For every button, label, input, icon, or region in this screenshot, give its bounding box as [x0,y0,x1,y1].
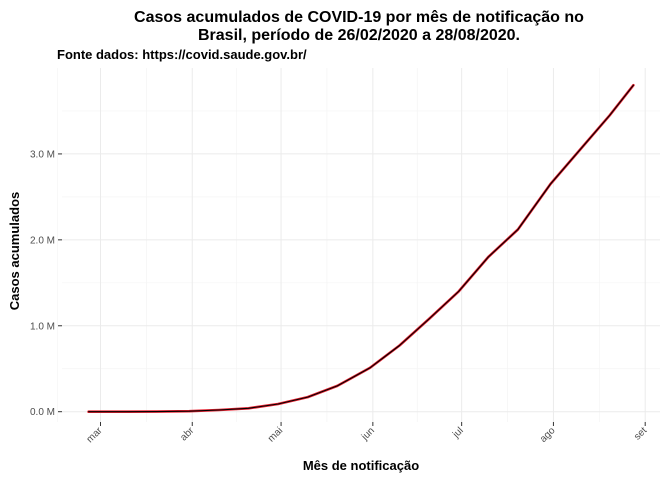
y-tick-label: 2.0 M [30,235,55,246]
x-tick-label: abr [178,425,196,443]
chart-title-line-2: Brasil, período de 26/02/2020 a 28/08/20… [198,27,520,44]
x-tick-labels: mar abr mai jun jul ago set [85,425,650,445]
series [87,83,635,414]
series-line-outline [87,83,635,414]
x-axis-title: Mês de notificação [303,458,419,473]
x-tick-label: mai [266,425,285,444]
chart-title: Casos acumulados de COVID-19 por mês de … [134,9,584,26]
series-line [88,84,634,413]
y-tick-label: 3.0 M [30,149,55,160]
x-tick-label: ago [538,425,558,445]
chart-subtitle: Fonte dados: https://covid.saude.gov.br/ [57,47,307,62]
grid [57,68,660,422]
x-tick-label: jun [359,425,377,443]
y-axis-title: Casos acumulados [7,192,22,311]
axis-ticks [58,153,646,426]
x-tick-label: jul [450,425,466,441]
y-tick-label: 1.0 M [30,321,55,332]
y-tick-label: 0.0 M [30,407,55,418]
x-tick-label: set [632,425,649,442]
x-tick-label: mar [85,425,105,445]
y-tick-labels: 0.0 M 1.0 M 2.0 M 3.0 M [30,149,55,418]
